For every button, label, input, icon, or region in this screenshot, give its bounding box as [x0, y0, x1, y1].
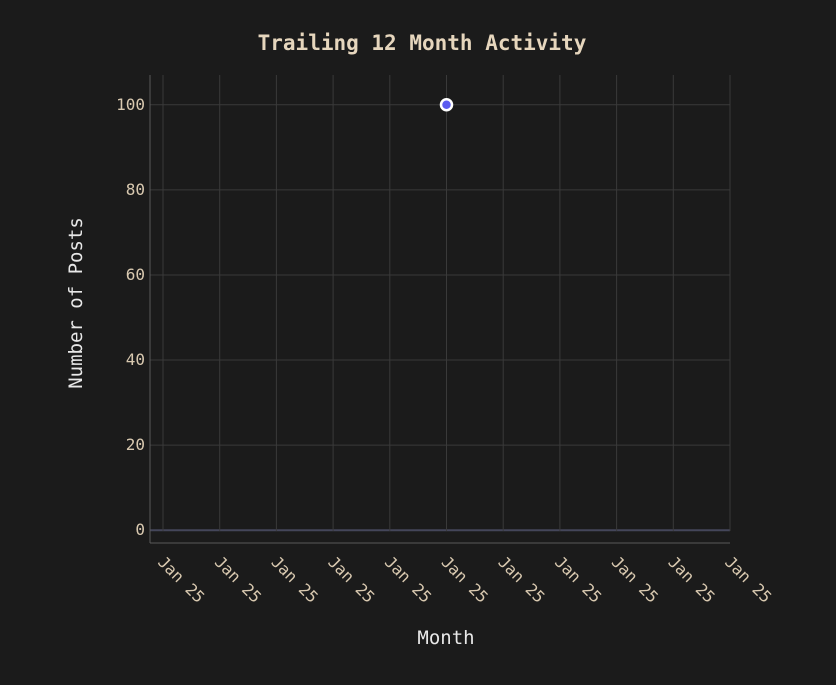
y-tick-label: 20	[126, 435, 145, 454]
y-tick-label: 0	[135, 520, 145, 539]
x-tick-label: Jan 25	[494, 552, 548, 606]
x-tick-label: Jan 25	[664, 552, 718, 606]
y-tick-label: 100	[116, 95, 145, 114]
x-tick-label: Jan 25	[551, 552, 605, 606]
data-point	[439, 98, 454, 112]
y-tick-label: 60	[126, 265, 145, 284]
x-tick-label: Jan 25	[268, 552, 322, 606]
x-tick-label: Jan 25	[608, 552, 662, 606]
x-tick-label: Jan 25	[721, 552, 775, 606]
x-tick-label: Jan 25	[324, 552, 378, 606]
x-tick-label: Jan 25	[211, 552, 265, 606]
chart-title: Trailing 12 Month Activity	[258, 31, 587, 55]
x-tick-label: Jan 25	[438, 552, 492, 606]
y-axis-title: Number of Posts	[65, 217, 87, 389]
x-tick-label: Jan 25	[154, 552, 208, 606]
x-axis-title: Month	[417, 627, 474, 649]
y-tick-label: 80	[126, 180, 145, 199]
y-tick-label: 40	[126, 350, 145, 369]
x-tick-label: Jan 25	[381, 552, 435, 606]
